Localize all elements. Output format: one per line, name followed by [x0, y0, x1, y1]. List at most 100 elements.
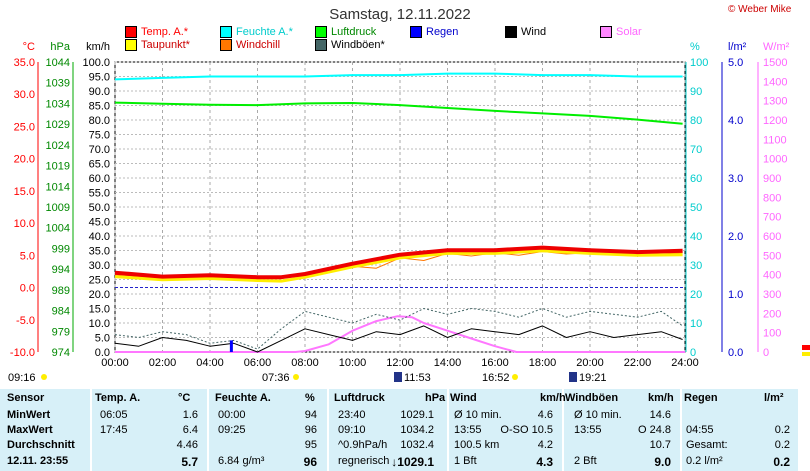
table-separator: [90, 389, 92, 471]
y-tick-lm2: 2.0: [728, 231, 743, 243]
y-tick-kmh: 65.0: [89, 159, 110, 171]
x-tick-label: 02:00: [149, 357, 177, 369]
table-row-value: 94: [304, 409, 317, 421]
y-tick-lm2: 0.0: [728, 347, 743, 359]
table-header: hPa: [425, 392, 446, 404]
copyright-label[interactable]: © Weber Mike: [728, 4, 792, 15]
y-tick-temp: 0.0: [20, 283, 35, 295]
moon-icon: [569, 372, 577, 382]
time-marker: 09:16: [8, 372, 36, 384]
y-tick-kmh: 30.0: [89, 260, 110, 272]
y-tick-kmh: 75.0: [89, 130, 110, 142]
table-row-value: 00:00: [218, 409, 246, 421]
table-row-value: 1032.4: [400, 439, 434, 451]
y-tick-temp: 10.0: [14, 218, 35, 230]
y-tick-kmh: 70.0: [89, 144, 110, 156]
table-row-value: 1.6: [182, 409, 198, 421]
table-header: Feuchte A.: [215, 392, 271, 404]
table-row-value: 0.2: [774, 439, 790, 451]
temp-edge-bar: [802, 345, 810, 350]
table-row-value: 4.2: [537, 439, 553, 451]
table-row-value: Ø 10 min.: [574, 409, 622, 421]
y-tick-wm2: 300: [763, 289, 781, 301]
series-line: [114, 325, 683, 353]
y-tick-temp: 15.0: [14, 186, 35, 198]
table-row-value: 09:10: [338, 424, 366, 436]
y-tick-pct: 40: [690, 231, 702, 243]
y-tick-hpa: 1009: [46, 202, 70, 214]
table-row-value: 14.6: [649, 409, 671, 421]
table-row-value: Ø 10 min.: [454, 409, 502, 421]
table-row-value: 1 Bft: [454, 455, 477, 467]
x-tick-label: 14:00: [434, 357, 462, 369]
sunset-icon: [512, 374, 518, 380]
table-row-value: 23:40: [338, 409, 366, 421]
x-tick-label: 24:00: [671, 357, 699, 369]
y-tick-wm2: 500: [763, 250, 781, 262]
y-tick-pct: 60: [690, 173, 702, 185]
x-tick-label: 20:00: [576, 357, 604, 369]
table-row-value: O 24.8: [637, 424, 671, 436]
y-tick-kmh: 80.0: [89, 115, 110, 127]
table-row-value: 4.3: [536, 455, 553, 469]
y-tick-pct: 100: [690, 57, 708, 69]
y-tick-hpa: 1034: [46, 98, 70, 110]
y-tick-hpa: 974: [52, 347, 70, 359]
y-tick-kmh: 10.0: [89, 318, 110, 330]
table-separator: [447, 389, 449, 471]
table-row-value: 100.5 km: [454, 439, 500, 451]
table-row-value: 96: [303, 455, 317, 469]
axis-unit-pct: %: [690, 41, 700, 53]
legend-label: Solar: [616, 26, 642, 38]
y-tick-temp: 35.0: [14, 57, 35, 69]
series-line: [114, 72, 683, 81]
y-tick-wm2: 1300: [763, 96, 787, 108]
table-row-value: 13:55: [574, 424, 602, 436]
table-header: Wind: [450, 392, 477, 404]
y-tick-kmh: 100.0: [82, 57, 110, 69]
x-tick-label: 06:00: [244, 357, 272, 369]
table-row-value: 96: [304, 424, 317, 436]
legend-swatch: [600, 26, 612, 38]
table-row-value: O-SO 10.5: [500, 424, 553, 436]
legend-swatch: [125, 39, 137, 51]
x-tick-label: 08:00: [291, 357, 319, 369]
legend-label: Wind: [521, 26, 547, 38]
table-header: Luftdruck: [334, 392, 385, 404]
table-header: °C: [178, 392, 191, 404]
legend-swatch: [410, 26, 422, 38]
table-row-value: 1034.2: [400, 424, 434, 436]
row-label: Durchschnitt: [7, 439, 75, 451]
table-row-value: 13:55: [454, 424, 482, 436]
y-tick-hpa: 1029: [46, 119, 70, 131]
sunrise-marker: 07:36: [262, 372, 290, 384]
y-tick-lm2: 5.0: [728, 57, 743, 69]
table-row-value: 06:05: [100, 409, 128, 421]
y-tick-wm2: 1100: [763, 134, 787, 146]
series-line: [114, 308, 683, 350]
y-tick-hpa: 1044: [46, 57, 70, 69]
axis-unit-kmh: km/h: [86, 41, 110, 53]
legend-swatch: [220, 39, 232, 51]
table-row-value: 10.7: [649, 439, 671, 451]
y-tick-pct: 90: [690, 86, 702, 98]
table-row-value: 17:45: [100, 424, 128, 436]
sunset-marker: 16:52: [482, 372, 510, 384]
table-row-value: 1029.1: [400, 409, 434, 421]
y-tick-temp: 25.0: [14, 121, 35, 133]
x-tick-label: 04:00: [196, 357, 224, 369]
x-tick-label: 00:00: [101, 357, 129, 369]
y-tick-temp: 30.0: [14, 89, 35, 101]
y-tick-kmh: 25.0: [89, 275, 110, 287]
y-tick-kmh: 40.0: [89, 231, 110, 243]
noon-marker: 11:53: [404, 372, 431, 384]
y-tick-hpa: 989: [52, 285, 70, 297]
legend-item: Feuchte A.*: [220, 26, 293, 38]
y-tick-hpa: 999: [52, 243, 70, 255]
legend-item: Wind: [505, 26, 546, 38]
legend-label: Windchill: [236, 39, 281, 51]
y-tick-wm2: 700: [763, 212, 781, 224]
y-tick-wm2: 900: [763, 173, 781, 185]
y-tick-wm2: 100: [763, 328, 781, 340]
table-row-value: regnerisch: [338, 455, 390, 467]
